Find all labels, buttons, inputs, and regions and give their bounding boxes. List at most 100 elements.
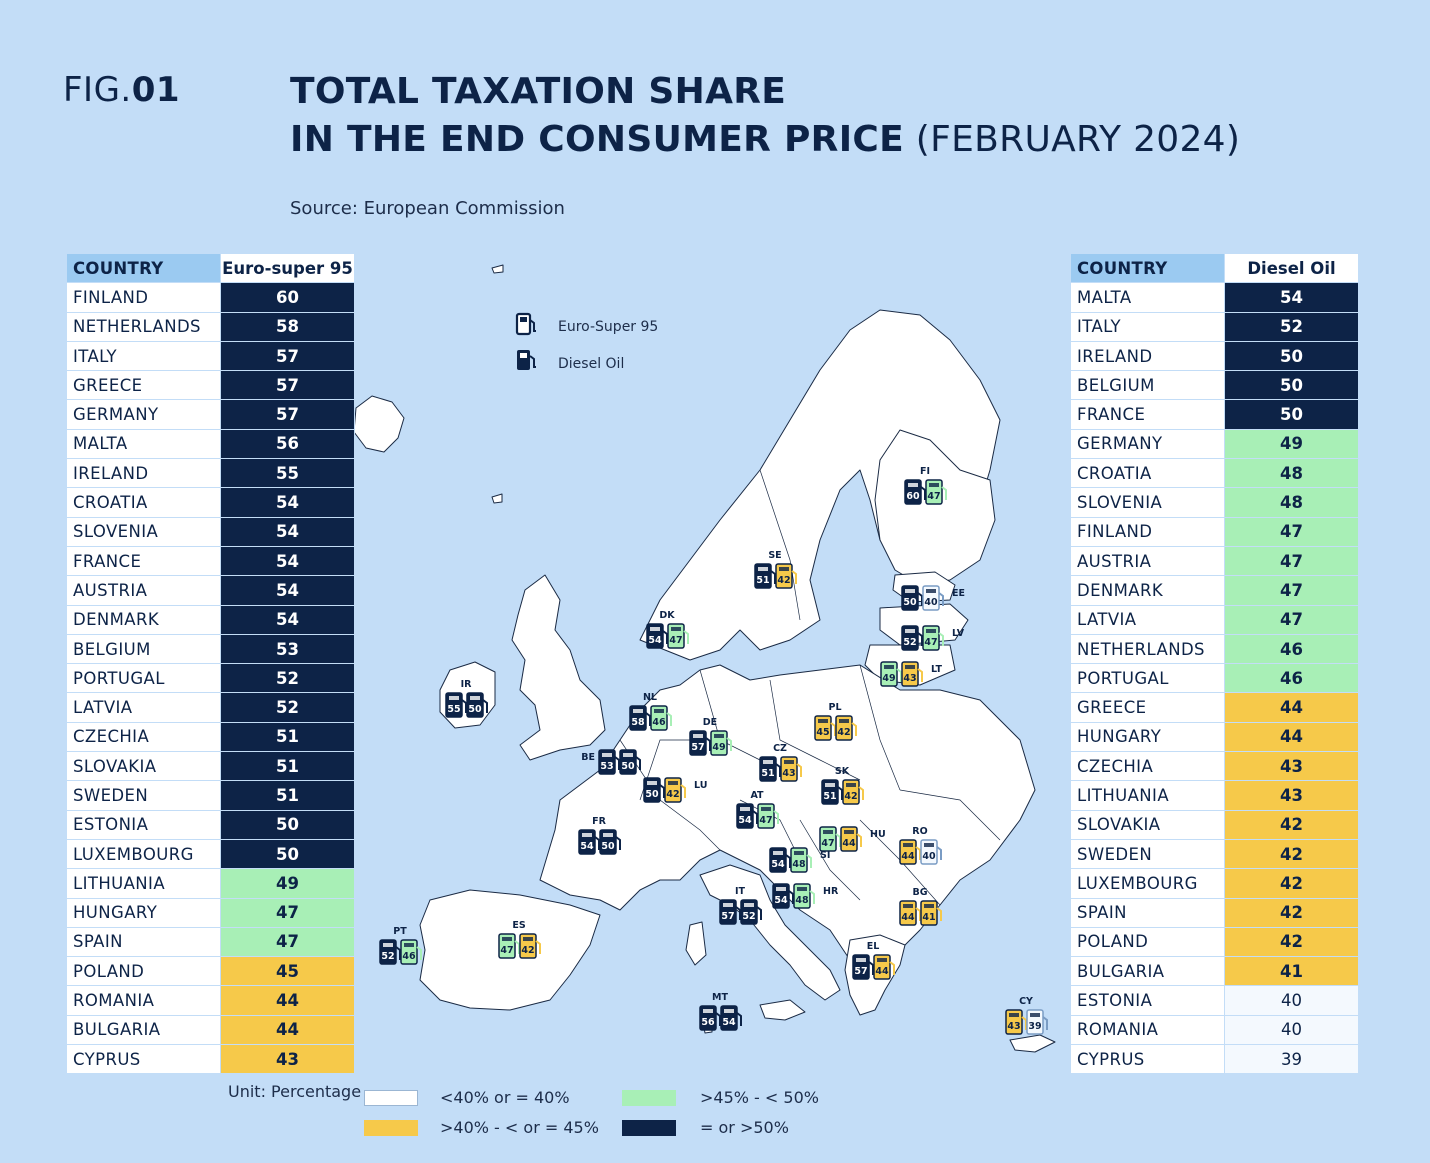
table-row: FRANCE 50 bbox=[1070, 399, 1359, 430]
country-cell: NETHERLANDS bbox=[1070, 633, 1225, 665]
map-markers: 60 47 FI 51 42 SE 50 40 EE 52 47 LV 49 43 LT 54 47 DK 55 50… bbox=[379, 466, 1048, 1035]
map-marker-bg: 44 41 BG bbox=[899, 887, 942, 926]
value-cell: 44 bbox=[1224, 692, 1359, 723]
value-cell: 54 bbox=[220, 575, 355, 606]
marker-value: 51 bbox=[761, 768, 774, 779]
table-row: CZECHIA 51 bbox=[66, 721, 355, 753]
marker-value: 52 bbox=[381, 951, 394, 962]
title-line-2: IN THE END CONSUMER PRICE (FEBRUARY 2024… bbox=[290, 119, 1241, 160]
diesel-pump-icon: 46 bbox=[650, 705, 672, 731]
map-marker-dk: 54 47 DK bbox=[646, 610, 689, 649]
diesel-pump-icon: 48 bbox=[793, 883, 815, 909]
country-cell: FRANCE bbox=[66, 545, 221, 577]
marker-value: 50 bbox=[903, 597, 917, 608]
marker-value: 44 bbox=[842, 838, 856, 849]
table-row: ESTONIA 50 bbox=[66, 809, 355, 840]
great-britain-shape bbox=[511, 574, 606, 761]
legend-swatch-yellow bbox=[364, 1120, 418, 1136]
map-marker-nl: 58 46 NL bbox=[629, 692, 672, 731]
map-marker-ee: 50 40 EE bbox=[901, 585, 965, 611]
euro-pump-icon: 51 bbox=[759, 756, 781, 782]
country-cell: SLOVENIA bbox=[1070, 487, 1225, 518]
diesel-pump-icon: 44 bbox=[840, 826, 862, 852]
value-cell: 54 bbox=[220, 487, 355, 518]
marker-value: 54 bbox=[738, 815, 752, 826]
diesel-pump-icon: 42 bbox=[842, 779, 864, 805]
chart-title: TOTAL TAXATION SHARE IN THE END CONSUMER… bbox=[290, 68, 1240, 164]
country-cell: LUXEMBOURG bbox=[66, 838, 221, 870]
marker-value: 54 bbox=[580, 841, 594, 852]
marker-value: 58 bbox=[631, 717, 645, 728]
table-row: BULGARIA 44 bbox=[66, 1014, 355, 1046]
marker-value: 49 bbox=[882, 673, 895, 684]
island-shape bbox=[491, 493, 503, 504]
legend-label-white: <40% or = 40% bbox=[440, 1088, 570, 1107]
legend-diesel-label: Diesel Oil bbox=[558, 356, 624, 372]
value-cell: 58 bbox=[220, 311, 355, 342]
table-row: GERMANY 49 bbox=[1070, 428, 1359, 460]
map-marker-be: 53 50 BE bbox=[581, 749, 641, 775]
table-row: LUXEMBOURG 42 bbox=[1070, 868, 1359, 899]
value-cell: 47 bbox=[220, 897, 355, 928]
country-cell: CZECHIA bbox=[66, 721, 221, 753]
country-cell: GERMANY bbox=[66, 399, 221, 430]
diesel-pump-icon: 47 bbox=[925, 479, 947, 505]
country-cell: LITHUANIA bbox=[1070, 780, 1225, 811]
table-row: SPAIN 47 bbox=[66, 926, 355, 958]
finland-shape bbox=[874, 429, 996, 586]
marker-value: 42 bbox=[844, 791, 857, 802]
table-row: BELGIUM 50 bbox=[1070, 370, 1359, 401]
euro-pump-icon: 51 bbox=[754, 563, 776, 589]
euro-pump-icon: 50 bbox=[901, 585, 923, 611]
column-header-euro-super: Euro-super 95 bbox=[220, 252, 355, 284]
country-code-label: LT bbox=[931, 664, 942, 675]
map-marker-lu: 50 42 LU bbox=[643, 777, 707, 803]
table-row: IRELAND 55 bbox=[66, 458, 355, 489]
country-cell: FRANCE bbox=[1070, 399, 1225, 430]
value-cell: 55 bbox=[220, 458, 355, 489]
country-code-label: HU bbox=[870, 829, 886, 840]
country-shapes bbox=[353, 264, 1056, 1053]
country-cell: POLAND bbox=[1070, 926, 1225, 958]
country-cell: GREECE bbox=[66, 370, 221, 401]
cyprus-shape bbox=[1009, 1034, 1056, 1053]
country-cell: FINLAND bbox=[1070, 516, 1225, 547]
map-marker-cy: 43 39 CY bbox=[1005, 996, 1048, 1035]
table-row: DENMARK 54 bbox=[66, 604, 355, 635]
country-cell: CROATIA bbox=[1070, 458, 1225, 489]
table-row: SWEDEN 51 bbox=[66, 780, 355, 811]
marker-value: 57 bbox=[691, 742, 704, 753]
country-cell: SPAIN bbox=[1070, 897, 1225, 928]
country-cell: LITHUANIA bbox=[66, 868, 221, 899]
country-cell: CZECHIA bbox=[1070, 751, 1225, 782]
marker-value: 54 bbox=[648, 635, 662, 646]
marker-value: 52 bbox=[742, 911, 755, 922]
table-row: BELGIUM 53 bbox=[66, 633, 355, 665]
value-cell: 48 bbox=[1224, 458, 1359, 489]
country-code-label: CY bbox=[1019, 996, 1033, 1007]
country-code-label: MT bbox=[712, 992, 728, 1003]
value-cell: 52 bbox=[220, 663, 355, 694]
marker-value: 47 bbox=[821, 838, 834, 849]
value-cell: 56 bbox=[220, 428, 355, 460]
country-cell: ITALY bbox=[1070, 311, 1225, 342]
table-row: GERMANY 57 bbox=[66, 399, 355, 430]
figure-number: FIG.01 bbox=[63, 70, 181, 110]
table-row: LITHUANIA 49 bbox=[66, 868, 355, 899]
country-code-label: BG bbox=[912, 887, 927, 898]
table-row: HUNGARY 47 bbox=[66, 897, 355, 928]
map-marker-se: 51 42 SE bbox=[754, 550, 797, 589]
table-row: CROATIA 54 bbox=[66, 487, 355, 518]
unit-note: Unit: Percentage bbox=[228, 1082, 362, 1101]
diesel-oil-table: COUNTRY Diesel Oil MALTA 54 ITALY 52 IRELAND… bbox=[1070, 252, 1359, 1075]
country-cell: HUNGARY bbox=[1070, 721, 1225, 753]
map-marker-fr: 54 50 FR bbox=[578, 816, 621, 855]
country-cell: POLAND bbox=[66, 956, 221, 987]
country-cell: CROATIA bbox=[66, 487, 221, 518]
diesel-pump-icon: 40 bbox=[920, 839, 942, 865]
country-cell: FINLAND bbox=[66, 282, 221, 313]
column-header-country: COUNTRY bbox=[1070, 252, 1225, 284]
table-row: HUNGARY 44 bbox=[1070, 721, 1359, 753]
country-code-label: RO bbox=[912, 826, 927, 837]
country-code-label: EL bbox=[867, 941, 880, 952]
